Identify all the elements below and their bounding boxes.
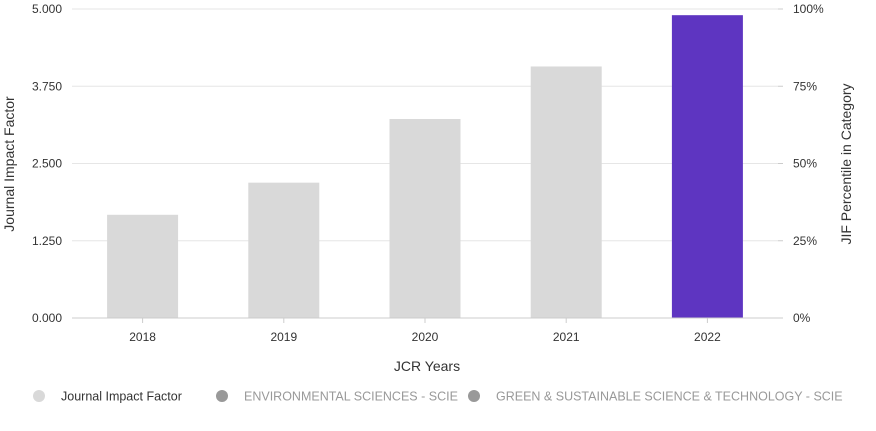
legend-item-label: Journal Impact Factor — [61, 390, 182, 404]
bar-2018 — [107, 214, 179, 318]
bar-2019 — [248, 182, 320, 318]
y2-tick-label: 50% — [793, 157, 817, 171]
bars — [107, 15, 743, 319]
x-tick-label: 2022 — [694, 330, 721, 344]
y-tick-label: 2.500 — [32, 157, 62, 171]
legend: Journal Impact Factor ENVIRONMENTAL SCIEN… — [33, 390, 843, 404]
x-axis-ticks: 2018 2019 2020 2021 2022 — [129, 318, 721, 344]
right-axis-ticks: 0% 25% 50% 75% 100% — [778, 2, 824, 325]
y2-tick-label: 0% — [793, 311, 811, 325]
y-tick-label: 0.000 — [32, 311, 62, 325]
legend-marker — [468, 390, 480, 402]
x-axis-title: JCR Years — [394, 358, 460, 374]
left-axis-ticks: 0.000 1.250 2.500 3.750 5.000 — [32, 2, 62, 325]
legend-marker — [33, 390, 45, 402]
y-tick-label: 3.750 — [32, 79, 62, 93]
y-tick-label: 5.000 — [32, 2, 62, 16]
x-tick-label: 2018 — [129, 330, 156, 344]
y2-tick-label: 100% — [793, 2, 824, 16]
bar-2021 — [530, 66, 602, 318]
y2-tick-label: 25% — [793, 234, 817, 248]
x-tick-label: 2021 — [553, 330, 580, 344]
bar-2020 — [389, 119, 461, 318]
legend-item-label: GREEN & SUSTAINABLE SCIENCE & TECHNOLOGY… — [496, 390, 843, 404]
y-axis-title: Journal Impact Factor — [1, 96, 17, 232]
bar-2022 — [671, 15, 743, 319]
x-tick-label: 2019 — [270, 330, 297, 344]
legend-item-label: ENVIRONMENTAL SCIENCES - SCIE — [244, 390, 458, 404]
x-tick-label: 2020 — [412, 330, 439, 344]
legend-marker — [216, 390, 228, 402]
y-tick-label: 1.250 — [32, 234, 62, 248]
y2-tick-label: 75% — [793, 79, 817, 93]
y2-axis-title: JIF Percentile in Category — [838, 83, 854, 244]
